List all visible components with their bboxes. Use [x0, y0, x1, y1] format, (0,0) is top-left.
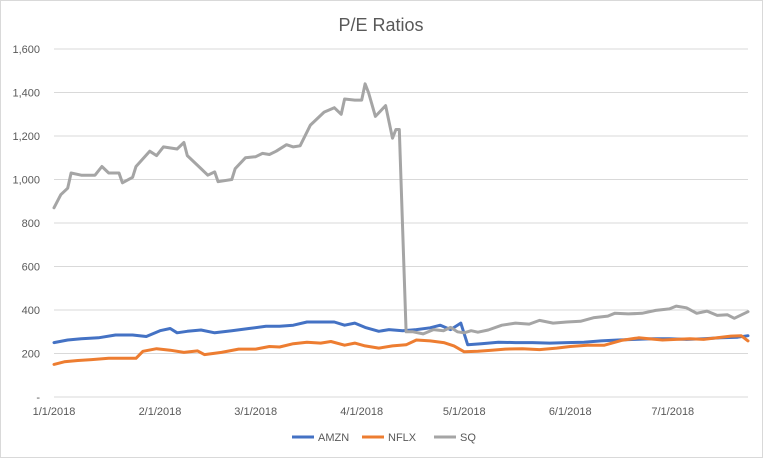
legend-label-amzn: AMZN [318, 432, 349, 444]
x-axis-tick-labels: 1/1/2018 2/1/2018 3/1/2018 4/1/2018 5/1/2018… [33, 406, 695, 418]
legend-label-nflx: NFLX [388, 432, 417, 444]
y-tick-label: 1,600 [12, 44, 40, 56]
y-tick-label: 600 [22, 262, 40, 274]
y-tick-label: - [36, 392, 40, 404]
y-tick-label: 800 [22, 218, 40, 230]
y-tick-label: 200 [22, 349, 40, 361]
y-tick-label: 400 [22, 305, 40, 317]
series-lines [52, 82, 750, 366]
x-tick-label: 4/1/2018 [340, 406, 383, 418]
y-axis-tick-labels: - 200 400 600 800 1,000 1,200 1,400 1,600 [12, 44, 40, 404]
series-line-amzn [52, 320, 750, 347]
y-tick-label: 1,000 [12, 175, 40, 187]
x-tick-label: 2/1/2018 [139, 406, 182, 418]
x-tick-label: 5/1/2018 [443, 406, 486, 418]
x-tick-label: 3/1/2018 [234, 406, 277, 418]
legend: AMZN NFLX SQ [292, 432, 476, 444]
x-tick-label: 6/1/2018 [549, 406, 592, 418]
series-line-sq [52, 82, 750, 336]
x-tick-label: 7/1/2018 [651, 406, 694, 418]
chart-title: P/E Ratios [338, 15, 423, 35]
y-tick-label: 1,400 [12, 88, 40, 100]
y-tick-label: 1,200 [12, 131, 40, 143]
legend-label-sq: SQ [460, 432, 476, 444]
x-tick-label: 1/1/2018 [33, 406, 76, 418]
series-line-nflx [52, 334, 750, 366]
